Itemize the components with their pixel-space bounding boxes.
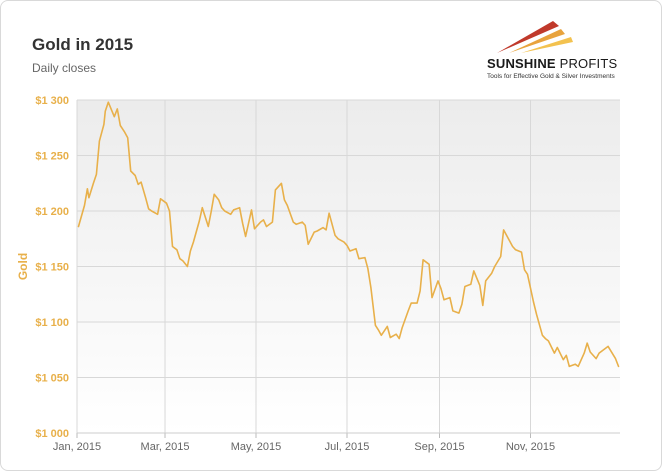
sunshine-profits-logo: SUNSHINE PROFITS Tools for Effective Gol…	[487, 17, 627, 81]
logo-ray-2	[509, 29, 565, 53]
chart-subtitle: Daily closes	[32, 61, 97, 75]
x-tick-label: May, 2015	[231, 441, 282, 453]
y-tick-label: $1 000	[35, 428, 69, 440]
logo-name: SUNSHINE PROFITS	[487, 56, 627, 71]
logo-rays-icon	[497, 21, 573, 53]
logo-tagline: Tools for Effective Gold & Silver Invest…	[487, 73, 615, 80]
x-tick-label: Jul, 2015	[325, 441, 370, 453]
y-tick-label: $1 150	[35, 262, 69, 274]
y-tick-label: $1 100	[35, 317, 69, 329]
logo-ray-1	[497, 21, 559, 53]
y-axis-title: Gold	[16, 253, 30, 280]
x-tick-label: Jan, 2015	[53, 441, 101, 453]
x-tick-label: Sep, 2015	[414, 441, 464, 453]
gold-price-line	[77, 101, 620, 368]
x-tick-label: Nov, 2015	[506, 441, 555, 453]
y-tick-label: $1 300	[35, 95, 69, 107]
x-tick-label: Mar, 2015	[141, 441, 190, 453]
logo-name-light: PROFITS	[555, 56, 618, 71]
y-tick-label: $1 200	[35, 206, 69, 218]
y-tick-label: $1 250	[35, 151, 69, 163]
logo-ray-3	[521, 37, 573, 53]
y-tick-label: $1 050	[35, 373, 69, 385]
logo-name-bold: SUNSHINE	[487, 56, 556, 71]
chart-title: Gold in 2015	[32, 35, 134, 54]
